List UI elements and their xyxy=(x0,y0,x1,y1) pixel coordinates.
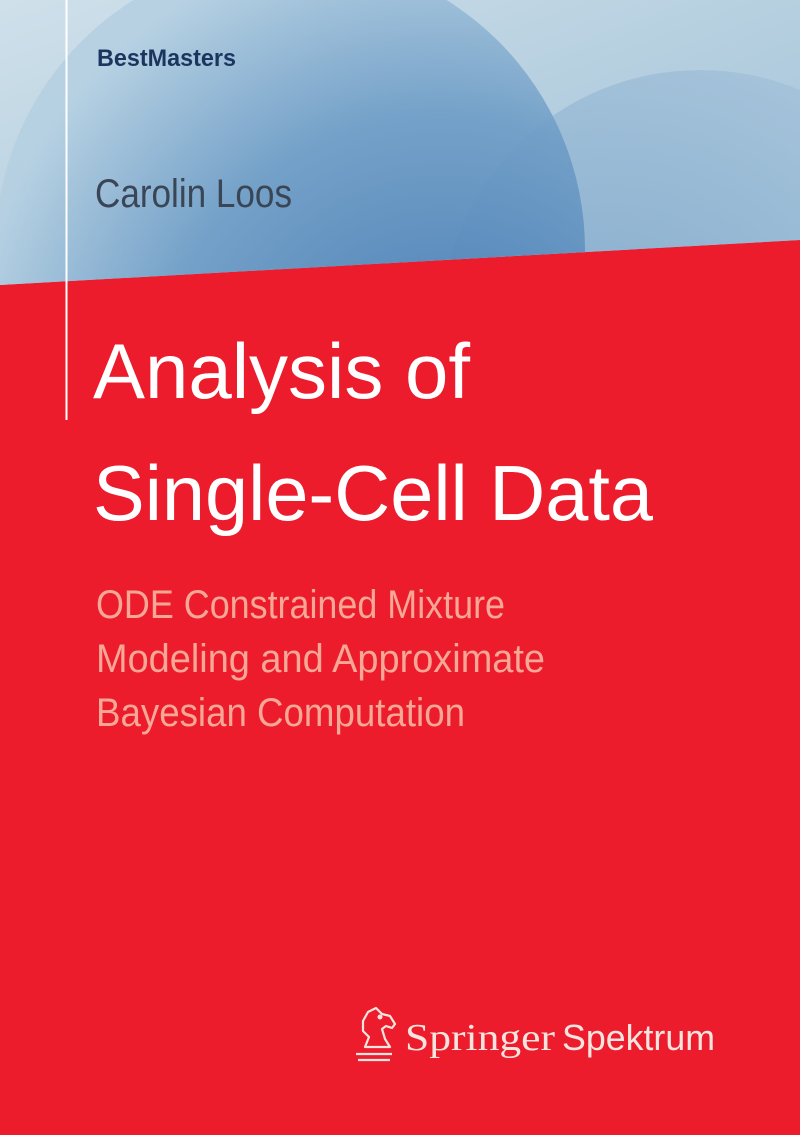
title-line: Analysis of xyxy=(93,327,470,415)
subtitle-line: Modeling and Approximate xyxy=(96,637,545,681)
publisher-imprint: Spektrum xyxy=(562,1017,715,1058)
author: Carolin Loos xyxy=(95,172,292,216)
publisher-name: Springer xyxy=(405,1017,555,1059)
header-disc xyxy=(0,0,585,285)
title-line: Single-Cell Data xyxy=(93,449,654,537)
series-name: BestMasters xyxy=(97,45,236,72)
subtitle-line: Bayesian Computation xyxy=(96,691,465,735)
publisher-logo xyxy=(356,1006,397,1062)
header-band xyxy=(0,0,800,285)
subtitle-line: ODE Constrained Mixture xyxy=(96,583,505,627)
